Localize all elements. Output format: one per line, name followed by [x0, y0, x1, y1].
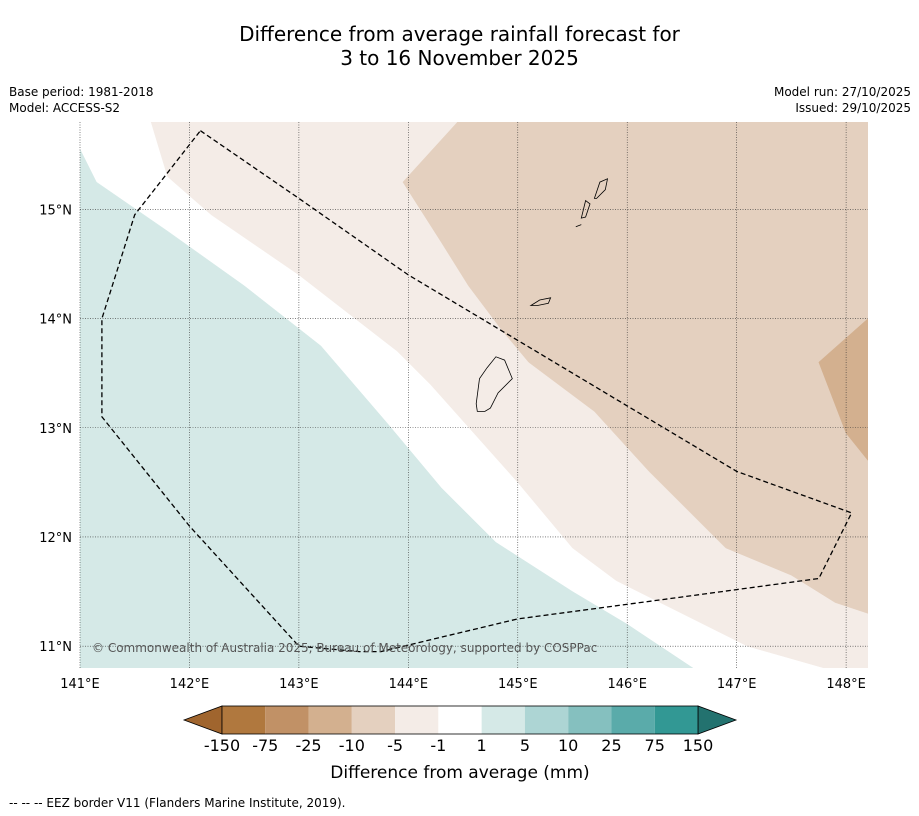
island-rota — [529, 297, 552, 306]
colorbar-frame — [221, 705, 699, 735]
y-tick-label: 14°N — [39, 313, 72, 328]
x-tick-label: 141°E — [60, 677, 100, 692]
y-tick-label: 15°N — [39, 203, 72, 218]
x-tick-label: 148°E — [826, 677, 866, 692]
colorbar-title: Difference from average (mm) — [330, 763, 589, 783]
eez-border — [101, 130, 853, 653]
colorbar-tick-label: -1 — [430, 736, 446, 755]
chart-title-line2: 3 to 16 November 2025 — [340, 46, 579, 70]
meta-left: Base period: 1981-2018 Model: ACCESS-S2 — [9, 84, 154, 116]
colorbar-tick-label: -5 — [387, 736, 403, 755]
rainfall-regions — [80, 122, 868, 668]
colorbar-swatch — [351, 706, 396, 734]
y-tick-label: 13°N — [39, 422, 72, 437]
map-axes: 141°E 142°E 143°E 144°E 145°E 146°E 147°E 148°E… — [39, 203, 866, 692]
colorbar-tick-label: 75 — [645, 736, 665, 755]
chart-title-line1: Difference from average rainfall forecas… — [239, 22, 680, 46]
x-tick-label: 144°E — [389, 677, 429, 692]
x-tick-label: 147°E — [717, 677, 757, 692]
colorbar-swatch — [611, 706, 655, 734]
chart-title: Difference from average rainfall forecas… — [0, 22, 919, 70]
colorbar-swatch — [568, 706, 612, 734]
colorbar: -150 -75 -25 -10 -5 -1 1 5 10 25 75 150 Difference f… — [182, 705, 738, 783]
map-gridlines — [79, 122, 868, 668]
region-band-1-5 — [80, 149, 694, 668]
meta-right: Model run: 27/10/2025 Issued: 29/10/2025 — [774, 84, 911, 116]
colorbar-tick-label: -25 — [295, 736, 321, 755]
colorbar-tick-label: -10 — [339, 736, 365, 755]
base-period-text: Base period: 1981-2018 — [9, 85, 154, 99]
copyright-notice: © Commonwealth of Australia 2025, Bureau… — [92, 641, 597, 655]
colorbar-swatch — [222, 706, 266, 734]
eez-border-layer — [101, 130, 853, 653]
colorbar-swatch — [438, 706, 482, 734]
issued-text: Issued: 29/10/2025 — [795, 101, 911, 115]
x-tick-label: 146°E — [607, 677, 647, 692]
colorbar-swatch — [308, 706, 352, 734]
colorbar-swatch — [265, 706, 309, 734]
x-tick-label: 143°E — [279, 677, 319, 692]
colorbar-tick-label: 25 — [601, 736, 621, 755]
colorbar-swatch — [481, 706, 525, 734]
colorbar-over-triangle — [697, 705, 738, 735]
region-band-minus5-minus10 — [402, 122, 868, 614]
colorbar-swatch — [395, 706, 439, 734]
island-outlines — [475, 178, 609, 412]
colorbar-swatch — [654, 706, 698, 734]
colorbar-tick-label: 5 — [520, 736, 530, 755]
model-run-text: Model run: 27/10/2025 — [773, 85, 911, 99]
colorbar-tick-label: 1 — [477, 736, 487, 755]
x-tick-label: 145°E — [498, 677, 538, 692]
colorbar-tick-label: -75 — [252, 736, 278, 755]
island-aguijan — [575, 224, 582, 228]
model-text: Model: ACCESS-S2 — [9, 101, 121, 115]
region-band-minus10-minus25 — [818, 318, 868, 461]
y-tick-label: 12°N — [39, 531, 72, 546]
colorbar-under-triangle — [182, 705, 223, 735]
island-saipan — [593, 178, 609, 199]
colorbar-swatch — [524, 706, 569, 734]
island-guam — [475, 356, 513, 412]
forecast-map: © Commonwealth of Australia 2025, Bureau… — [39, 122, 868, 783]
colorbar-tick-label: -150 — [204, 736, 240, 755]
island-tinian — [580, 199, 591, 219]
colorbar-tick-label: 10 — [558, 736, 578, 755]
colorbar-tick-label: 150 — [683, 736, 714, 755]
eez-footnote: -- -- -- EEZ border V11 (Flanders Marine… — [9, 796, 346, 810]
x-tick-label: 142°E — [170, 677, 210, 692]
y-tick-label: 11°N — [39, 640, 72, 655]
